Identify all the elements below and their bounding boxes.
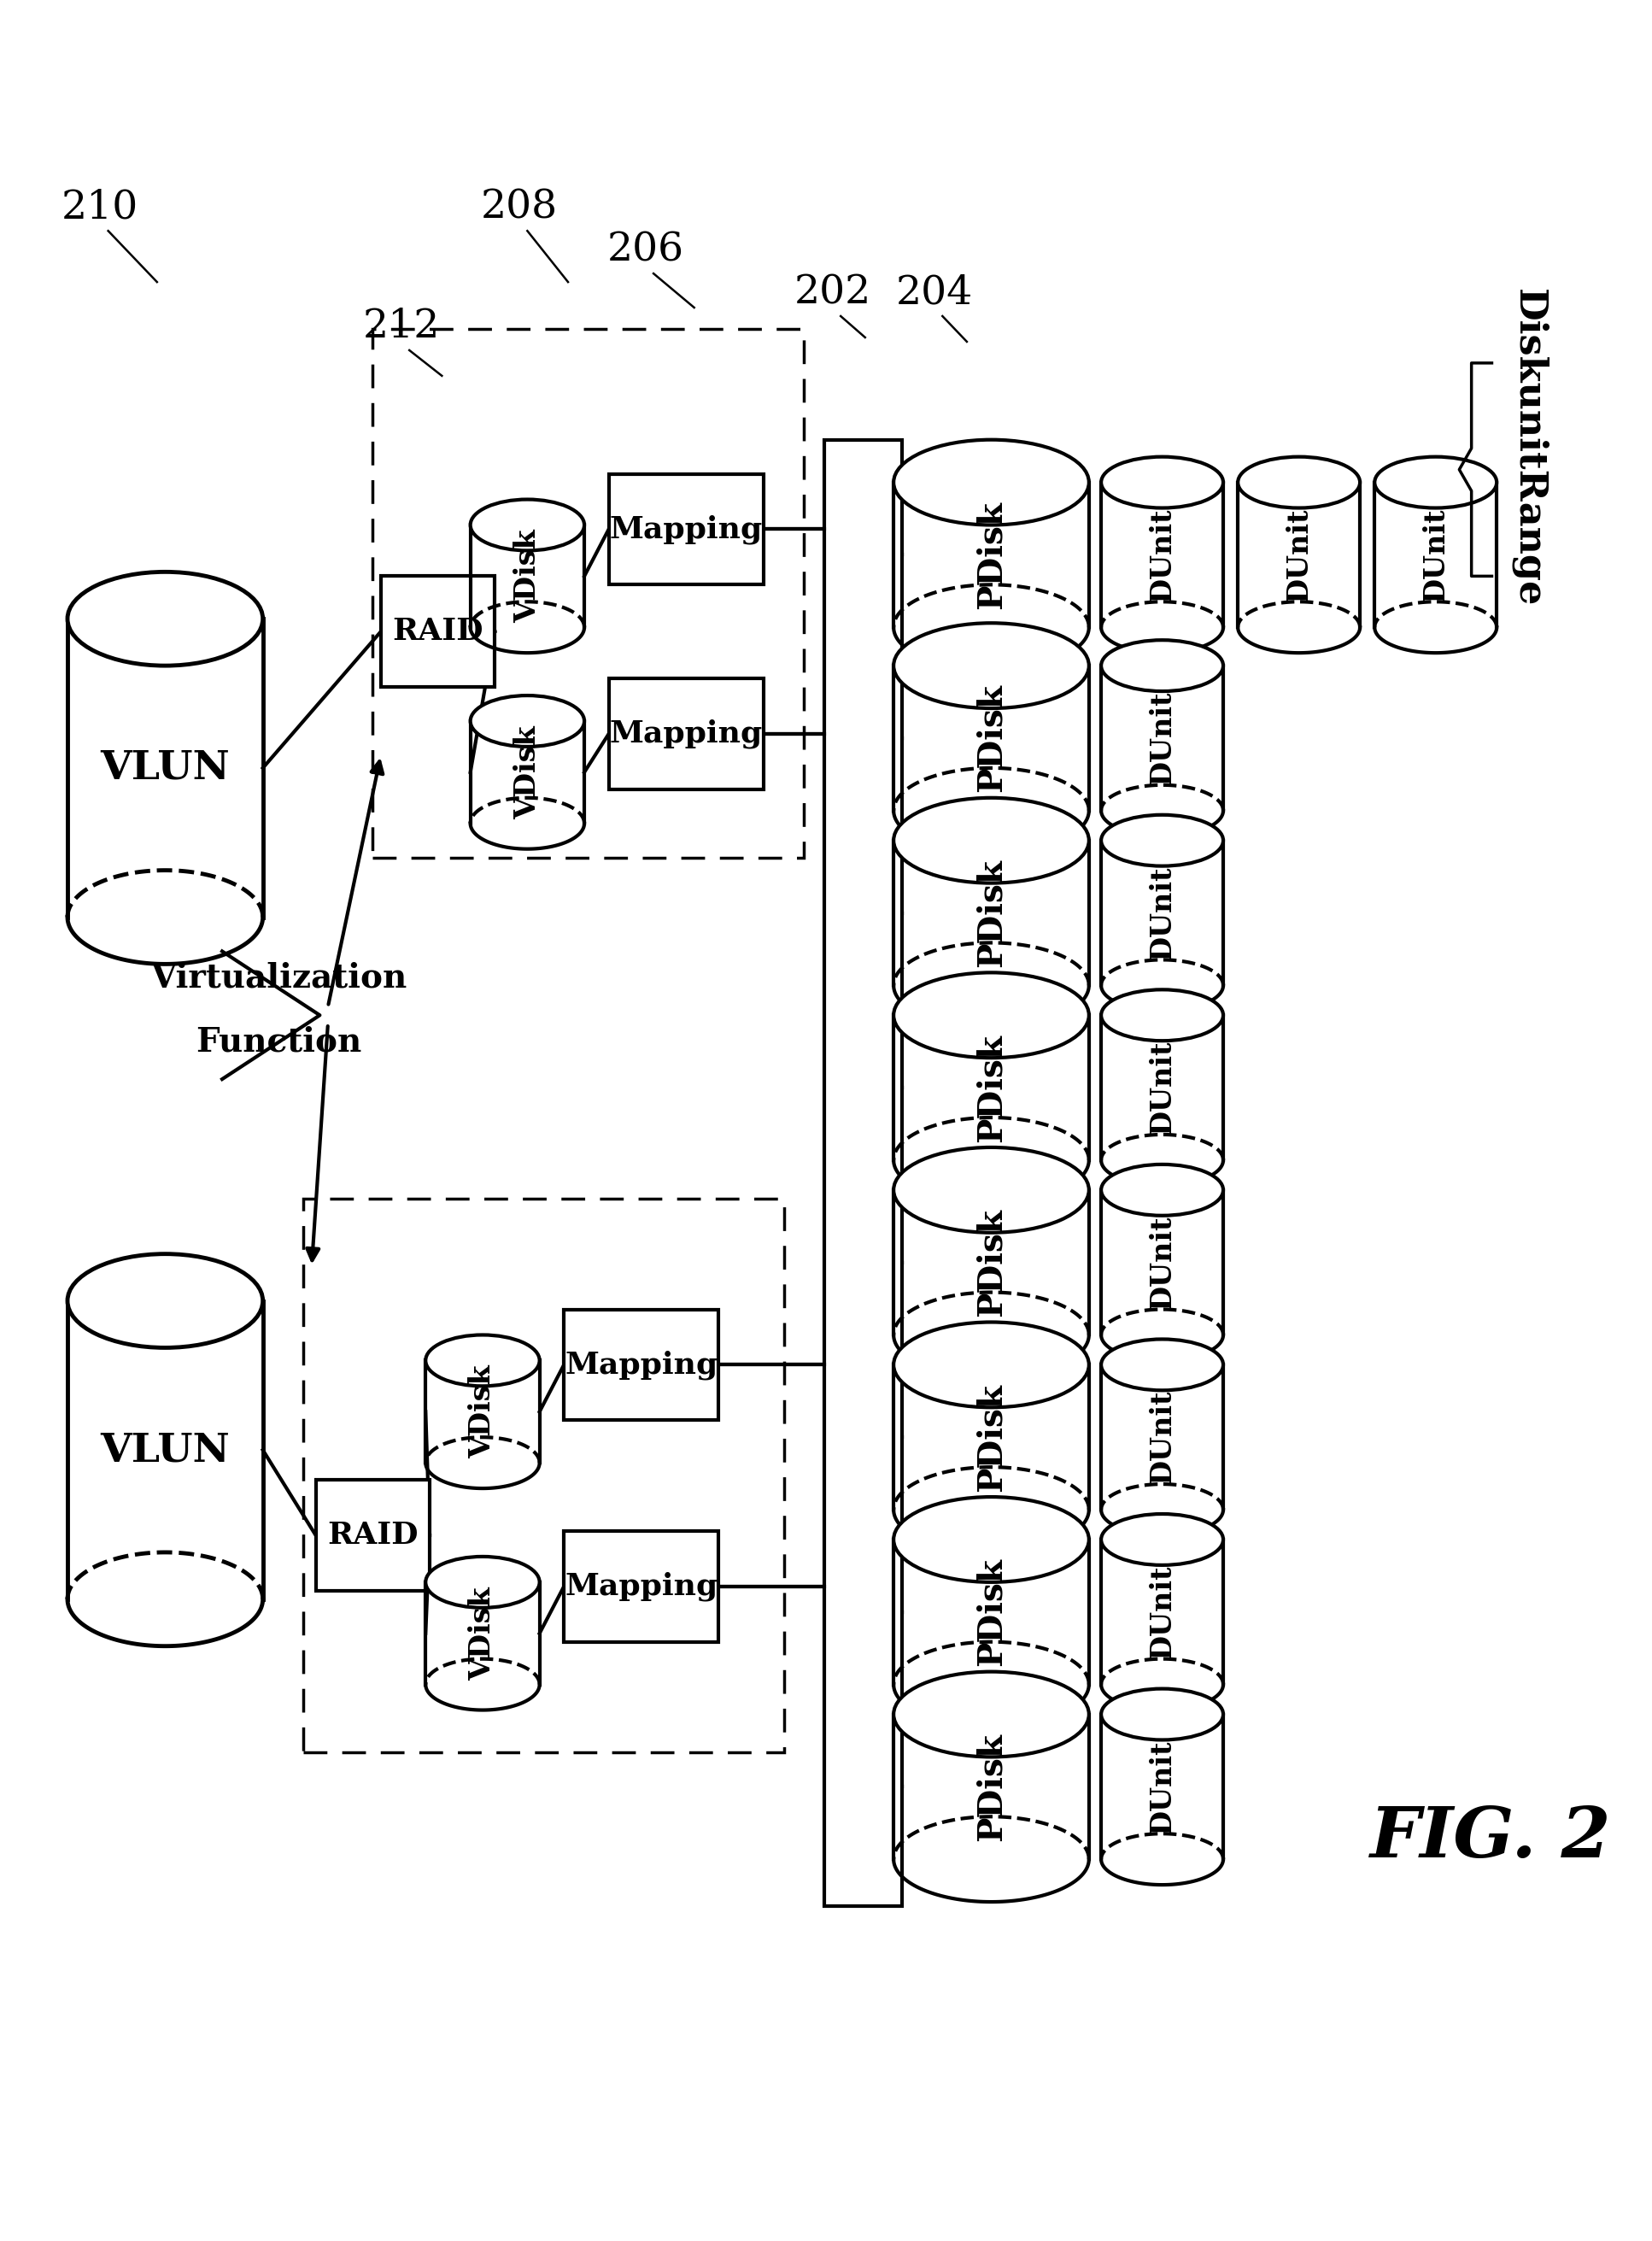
Text: 202: 202 [795,273,871,311]
Ellipse shape [1102,816,1222,865]
Text: DUnit: DUnit [1148,1215,1176,1309]
Ellipse shape [894,1322,1089,1407]
Text: PDisk: PDisk [975,1557,1008,1667]
Text: DUnit: DUnit [1285,509,1313,603]
Bar [316,1479,430,1591]
Text: PDisk: PDisk [975,684,1008,793]
Ellipse shape [894,1147,1089,1233]
Text: RAID: RAID [327,1522,418,1551]
Text: DiskunitRange: DiskunitRange [1510,289,1546,607]
Text: PDisk: PDisk [975,500,1008,610]
Bar [563,1531,719,1643]
Text: DUnit: DUnit [1148,1564,1176,1658]
Ellipse shape [1102,1515,1222,1564]
Bar [304,1199,783,1752]
Bar [608,679,763,789]
Ellipse shape [471,695,585,746]
Text: 204: 204 [895,273,973,311]
Text: PDisk: PDisk [975,858,1008,968]
Text: VDisk: VDisk [469,1587,497,1681]
Text: DUnit: DUnit [1148,1389,1176,1484]
Ellipse shape [894,1497,1089,1582]
Bar [373,329,805,858]
Ellipse shape [1102,641,1222,690]
Ellipse shape [894,973,1089,1058]
Ellipse shape [1102,1340,1222,1389]
Text: PDisk: PDisk [975,1383,1008,1493]
Bar [563,1309,719,1421]
Ellipse shape [894,439,1089,524]
Text: DUnit: DUnit [1148,1739,1176,1833]
Text: 208: 208 [481,188,558,226]
Ellipse shape [68,1255,263,1347]
Text: Virtualization: Virtualization [150,961,408,995]
Ellipse shape [1237,457,1360,509]
Ellipse shape [68,571,263,666]
Ellipse shape [894,1672,1089,1757]
Ellipse shape [1102,1690,1222,1739]
Ellipse shape [1102,1165,1222,1215]
Text: PDisk: PDisk [975,1732,1008,1840]
Text: 206: 206 [606,231,684,269]
Text: PDisk: PDisk [975,1208,1008,1318]
Bar [382,576,496,688]
Text: RAID: RAID [392,616,484,645]
Text: VLUN: VLUN [101,748,230,787]
Text: DUnit: DUnit [1422,509,1450,603]
Text: Mapping: Mapping [610,719,763,748]
Text: DUnit: DUnit [1148,1040,1176,1134]
Text: VDisk: VDisk [514,726,542,820]
Text: Mapping: Mapping [610,515,763,545]
Ellipse shape [426,1336,540,1387]
Text: FIG. 2: FIG. 2 [1370,1804,1611,1871]
Ellipse shape [1102,457,1222,509]
Text: VDisk: VDisk [469,1365,497,1459]
Ellipse shape [426,1557,540,1607]
Text: PDisk: PDisk [975,1033,1008,1143]
Bar [824,439,902,1907]
Bar [608,473,763,585]
Ellipse shape [894,623,1089,708]
Text: 212: 212 [362,307,439,345]
Text: DUnit: DUnit [1148,690,1176,784]
Text: VLUN: VLUN [101,1430,230,1470]
Text: DUnit: DUnit [1148,509,1176,603]
Text: Mapping: Mapping [565,1571,719,1600]
Text: 210: 210 [61,188,139,226]
Ellipse shape [1374,457,1497,509]
Text: Function: Function [197,1026,362,1058]
Text: VDisk: VDisk [514,529,542,623]
Ellipse shape [1102,991,1222,1040]
Text: Mapping: Mapping [565,1349,719,1380]
Ellipse shape [471,500,585,551]
Text: DUnit: DUnit [1148,865,1176,959]
Ellipse shape [894,798,1089,883]
